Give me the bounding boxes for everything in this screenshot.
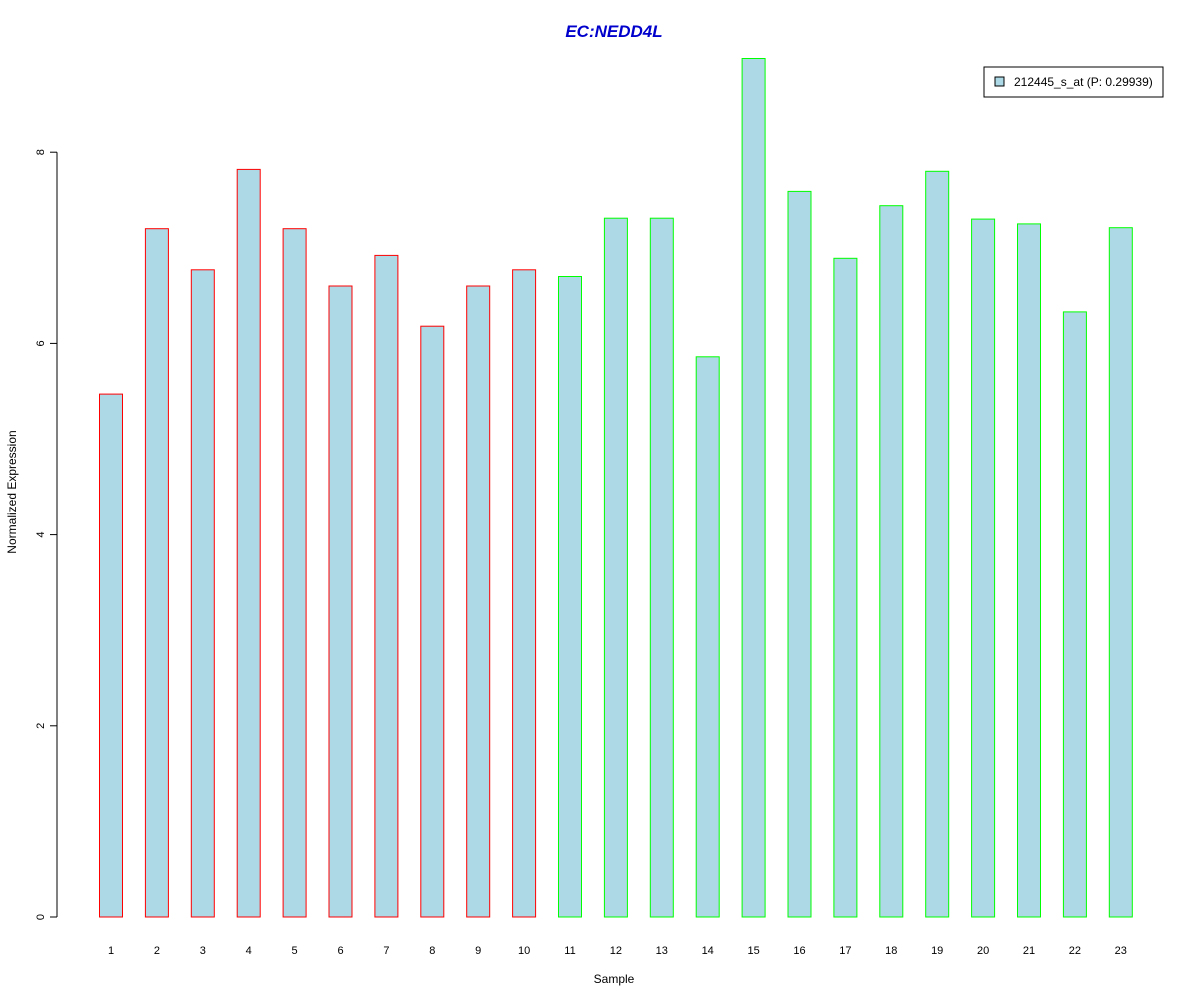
legend-box (983, 66, 1164, 98)
bar-sample-9 (466, 285, 491, 918)
bar-sample-6 (328, 285, 353, 918)
x-tick-label: 22 (1069, 945, 1081, 957)
y-tick-label: 8 (35, 149, 47, 155)
x-tick-label: 15 (747, 945, 759, 957)
x-tick-label: 16 (793, 945, 805, 957)
bar-sample-11 (558, 276, 582, 918)
x-tick-label: 19 (931, 945, 943, 957)
bar-sample-4 (236, 168, 261, 918)
x-tick-labels: 1 2 3 4 5 6 7 8 9 10 11 12 13 14 15 16 17 18 19 20 21 22 23 (108, 945, 1127, 957)
x-tick-label: 2 (154, 945, 160, 957)
y-tick-label: 4 (35, 532, 47, 538)
x-axis-label: Sample (594, 972, 635, 986)
x-tick-label: 1 (108, 945, 114, 957)
x-tick-label: 11 (564, 945, 575, 957)
legend-swatch (994, 76, 1005, 87)
legend: 212445_s_at (P: 0.29939) (983, 66, 1164, 98)
bar-sample-7 (374, 254, 399, 918)
x-tick-label: 5 (292, 945, 298, 957)
x-tick-label: 9 (475, 945, 481, 957)
x-tick-label: 20 (977, 945, 989, 957)
bar-sample-23 (1108, 227, 1133, 918)
bar-sample-1 (99, 393, 123, 918)
bars (99, 58, 1133, 918)
y-axis: 0 2 4 6 8 (35, 149, 58, 920)
bar-sample-8 (420, 325, 445, 918)
bar-sample-19 (925, 170, 950, 918)
bar-sample-14 (695, 356, 720, 918)
x-tick-label: 17 (839, 945, 851, 957)
bar-sample-5 (282, 228, 307, 918)
legend-label: 212445_s_at (P: 0.29939) (1014, 75, 1153, 89)
x-tick-label: 6 (337, 945, 343, 957)
x-tick-label: 10 (518, 945, 530, 957)
bar-sample-3 (190, 269, 215, 918)
bar-sample-10 (512, 269, 537, 918)
y-tick-label: 2 (35, 723, 47, 729)
x-tick-label: 8 (429, 945, 435, 957)
bar-sample-13 (649, 217, 674, 918)
x-tick-label: 12 (610, 945, 622, 957)
y-tick-label: 0 (35, 914, 47, 920)
chart-title: EC:NEDD4L (565, 22, 662, 41)
bar-sample-20 (971, 218, 996, 918)
y-tick-label: 6 (35, 340, 47, 346)
x-tick-label: 14 (702, 945, 714, 957)
x-tick-label: 3 (200, 945, 206, 957)
bar-sample-21 (1017, 223, 1041, 918)
bar-sample-12 (603, 217, 628, 918)
x-tick-label: 7 (383, 945, 389, 957)
x-tick-label: 21 (1023, 945, 1035, 957)
bar-sample-2 (144, 228, 169, 918)
y-axis-label: Normalized Expression (5, 430, 19, 553)
bar-sample-17 (833, 257, 858, 918)
bar-sample-16 (787, 190, 812, 918)
x-tick-label: 18 (885, 945, 897, 957)
x-tick-label: 23 (1115, 945, 1127, 957)
x-tick-label: 13 (656, 945, 668, 957)
bar-sample-18 (879, 205, 904, 918)
x-tick-label: 4 (246, 945, 252, 957)
bar-sample-22 (1062, 311, 1087, 918)
bar-sample-15 (741, 58, 766, 918)
